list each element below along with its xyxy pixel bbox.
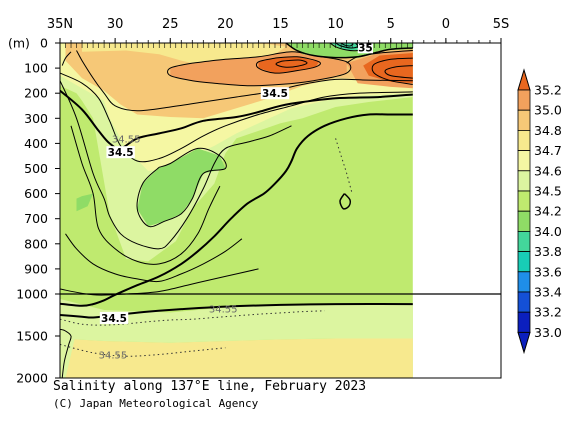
contour-label-4: 34.5 [101, 313, 127, 325]
colorbar-swatch [517, 271, 531, 293]
salinity-region-1 [60, 338, 413, 378]
colorbar-label: 33.4 [534, 285, 562, 300]
colorbar-label: 34.8 [534, 123, 562, 138]
x-tick-label: 5 [387, 17, 395, 32]
contour-line-4 [60, 72, 413, 163]
contour-line-20 [61, 51, 72, 66]
contour-layer [60, 43, 413, 378]
contour-line-6 [70, 125, 221, 265]
colorbar-label: 33.6 [534, 264, 562, 279]
contour-line-7 [65, 233, 243, 283]
contour-line-10 [167, 51, 352, 87]
chart-title: Salinity along 137°E line, February 2023 [53, 379, 367, 394]
y-tick-label: 700 [24, 211, 48, 226]
colorbar-label: 34.7 [534, 143, 562, 158]
x-tick-label: 25 [162, 17, 179, 32]
colorbar-swatch [517, 89, 531, 111]
axes-layer: 35N 30 25 20 15 10 5 0 5S 0 100 200 300 400 500 600 700 8… [8, 17, 509, 386]
contour-line-16 [285, 43, 413, 59]
y-tick-label: 100 [24, 61, 48, 76]
x-tick-label: 15 [272, 17, 289, 32]
salinity-region-10 [363, 53, 413, 84]
contour-label-3: 34.5 [108, 147, 134, 159]
colorbar-swatch [517, 190, 531, 212]
y-tick-label: 900 [24, 261, 48, 276]
contour-line-1 [60, 113, 413, 307]
colorbar-label: 33.2 [534, 305, 562, 320]
salinity-region-14 [76, 193, 94, 212]
y-tick-label: 1000 [16, 287, 48, 302]
colorbar: 35.2 35.0 34.8 34.7 34.6 34.5 34.2 34.0 33.8 33.6… [517, 68, 562, 355]
y-tick-label: 600 [24, 186, 48, 201]
colorbar-swatch [517, 109, 531, 131]
x-tick-label: 0 [442, 17, 450, 32]
contour-line-12 [275, 59, 308, 68]
colorbar-swatch [517, 129, 531, 151]
colorbar-swatch [517, 291, 531, 313]
colorbar-swatch [517, 150, 531, 172]
colorbar-top-arrow [517, 68, 531, 91]
colorbar-swatch [517, 251, 531, 273]
y-tick-label: 1500 [16, 329, 48, 344]
colorbar-label: 33.0 [534, 325, 562, 340]
colorbar-label: 34.6 [534, 163, 562, 178]
y-tick-label: 800 [24, 236, 48, 251]
contour-label-5: 34.55 [209, 305, 238, 316]
contour-line-21 [60, 328, 72, 378]
contour-label-layer: 35 34.5 34.55 34.5 34.5 34.55 34.55 [99, 41, 373, 361]
contour-line-22 [60, 310, 325, 326]
x-tick-label: 5S [493, 17, 510, 32]
colorbar-swatch [517, 230, 531, 252]
contour-line-2 [60, 303, 413, 319]
contour-label-bg-3 [106, 146, 135, 159]
colorbar-label: 34.5 [534, 184, 562, 199]
contour-label-0: 35 [358, 42, 373, 54]
contour-line-14 [371, 57, 413, 85]
contour-line-24 [335, 138, 353, 194]
y-tick-label: 0 [40, 36, 48, 51]
contour-line-11 [255, 56, 321, 74]
colorbar-label: 35.2 [534, 83, 562, 98]
y-tick-label: 400 [24, 136, 48, 151]
contour-line-0 [60, 89, 413, 150]
y-tick-label: 300 [24, 111, 48, 126]
contour-label-bg-4 [99, 311, 129, 324]
contour-line-3 [76, 50, 413, 112]
contour-label-bg-1 [260, 87, 290, 100]
contour-line-8 [60, 268, 259, 296]
colorbar-bottom-arrow [517, 331, 531, 355]
colorbar-swatch [517, 170, 531, 192]
salinity-region-2 [60, 299, 413, 343]
contour-line-25 [339, 193, 352, 210]
x-tick-label: 35N [47, 17, 73, 32]
colorbar-label: 33.8 [534, 244, 562, 259]
contour-label-1: 34.5 [262, 88, 288, 100]
x-tick-label: 20 [217, 17, 234, 32]
contour-label-2: 34.55 [112, 134, 141, 145]
chart-credit: (C) Japan Meteorological Agency [53, 397, 259, 410]
contour-line-9 [136, 147, 227, 228]
y-axis-unit-label: (m) [8, 36, 30, 51]
y-tick-label: 500 [24, 161, 48, 176]
colorbar-label: 34.0 [534, 224, 562, 239]
contour-line-5 [60, 80, 292, 250]
contour-label-6: 34.55 [99, 350, 128, 361]
colorbar-label: 35.0 [534, 103, 562, 118]
contour-line-15 [384, 65, 413, 79]
colorbar-label: 34.2 [534, 204, 562, 219]
x-tick-label: 10 [327, 17, 344, 32]
contour-label-bg-0 [357, 41, 373, 54]
y-tick-label: 200 [24, 86, 48, 101]
x-tick-label: 30 [107, 17, 124, 32]
y-tick-label: 2000 [16, 371, 48, 386]
colorbar-swatch [517, 311, 531, 333]
colorbar-swatch [517, 210, 531, 232]
